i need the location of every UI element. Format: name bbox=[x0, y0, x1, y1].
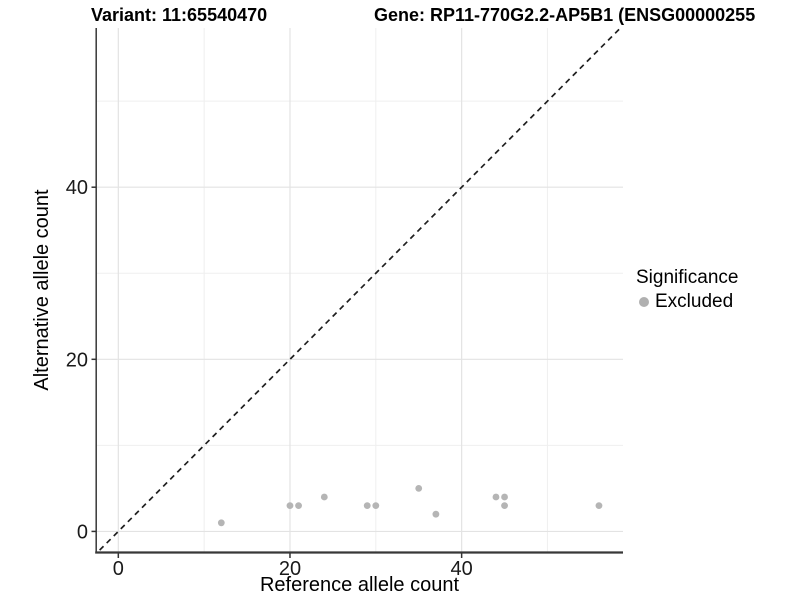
data-point bbox=[432, 510, 440, 518]
data-point bbox=[501, 502, 508, 510]
data-point bbox=[295, 502, 302, 510]
x-tick-label: 20 bbox=[279, 558, 301, 580]
legend-title: Significance bbox=[636, 267, 739, 288]
legend-items: Excluded bbox=[636, 290, 738, 313]
data-point bbox=[363, 502, 371, 510]
plot-title-variant: Variant: 11:65540470 bbox=[91, 5, 268, 25]
x-tick-label: 0 bbox=[113, 558, 124, 580]
x-axis-title: Reference allele count bbox=[259, 574, 459, 596]
data-point bbox=[501, 493, 508, 501]
data-point bbox=[595, 502, 603, 510]
legend-item-label: Excluded bbox=[655, 291, 734, 312]
data-point bbox=[372, 502, 380, 510]
data-point bbox=[492, 493, 500, 501]
identity-line bbox=[96, 28, 622, 553]
data-point bbox=[415, 484, 423, 492]
y-tick-label: 20 bbox=[66, 349, 88, 371]
data-point bbox=[320, 493, 328, 501]
data-point bbox=[286, 502, 294, 510]
data-point bbox=[217, 519, 225, 527]
legend-point-icon bbox=[639, 296, 649, 307]
plot-title-gene: Gene: RP11-770G2.2-AP5B1 (ENSG00000255 bbox=[374, 5, 756, 25]
legend-item: Excluded bbox=[636, 290, 738, 313]
y-tick-label: 40 bbox=[66, 177, 88, 199]
y-tick-label: 0 bbox=[77, 521, 88, 543]
legend: Significance Excluded bbox=[636, 266, 738, 313]
y-axis-title: Alternative allele count bbox=[31, 189, 53, 391]
x-tick-label: 40 bbox=[451, 558, 473, 580]
